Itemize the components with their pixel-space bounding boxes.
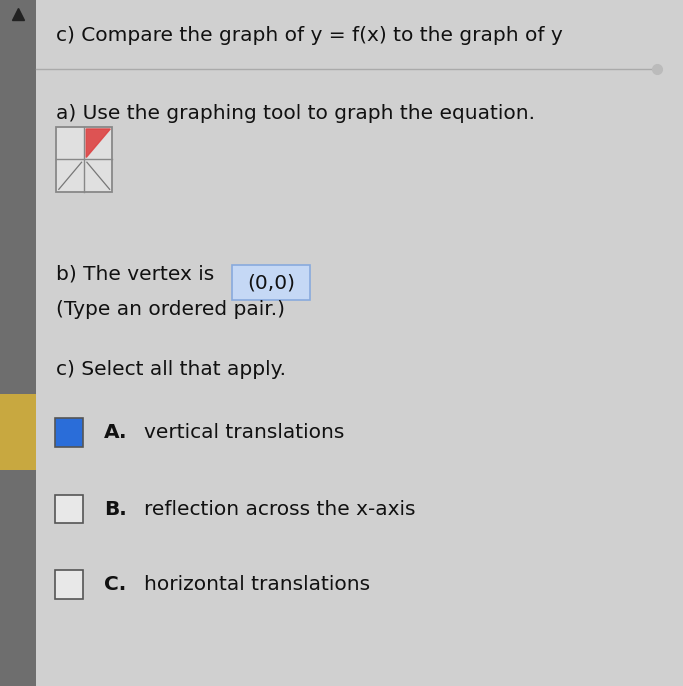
FancyBboxPatch shape (232, 265, 310, 300)
Polygon shape (86, 129, 111, 158)
FancyBboxPatch shape (55, 418, 83, 447)
Text: c) Select all that apply.: c) Select all that apply. (56, 360, 286, 379)
FancyBboxPatch shape (56, 127, 112, 192)
FancyBboxPatch shape (55, 495, 83, 523)
Text: reflection across the x-axis: reflection across the x-axis (144, 499, 415, 519)
Text: A.: A. (104, 423, 128, 442)
Text: b) The vertex is: b) The vertex is (56, 264, 214, 283)
Text: C.: C. (104, 575, 126, 594)
FancyBboxPatch shape (0, 0, 36, 686)
Text: horizontal translations: horizontal translations (144, 575, 370, 594)
Text: a) Use the graphing tool to graph the equation.: a) Use the graphing tool to graph the eq… (56, 104, 535, 123)
Text: (Type an ordered pair.): (Type an ordered pair.) (56, 300, 285, 320)
FancyBboxPatch shape (0, 394, 36, 470)
Text: B.: B. (104, 499, 127, 519)
Text: vertical translations: vertical translations (144, 423, 344, 442)
FancyBboxPatch shape (55, 570, 83, 599)
Text: (0,0): (0,0) (247, 273, 295, 292)
Text: c) Compare the graph of y = f(x) to the graph of y: c) Compare the graph of y = f(x) to the … (56, 26, 563, 45)
